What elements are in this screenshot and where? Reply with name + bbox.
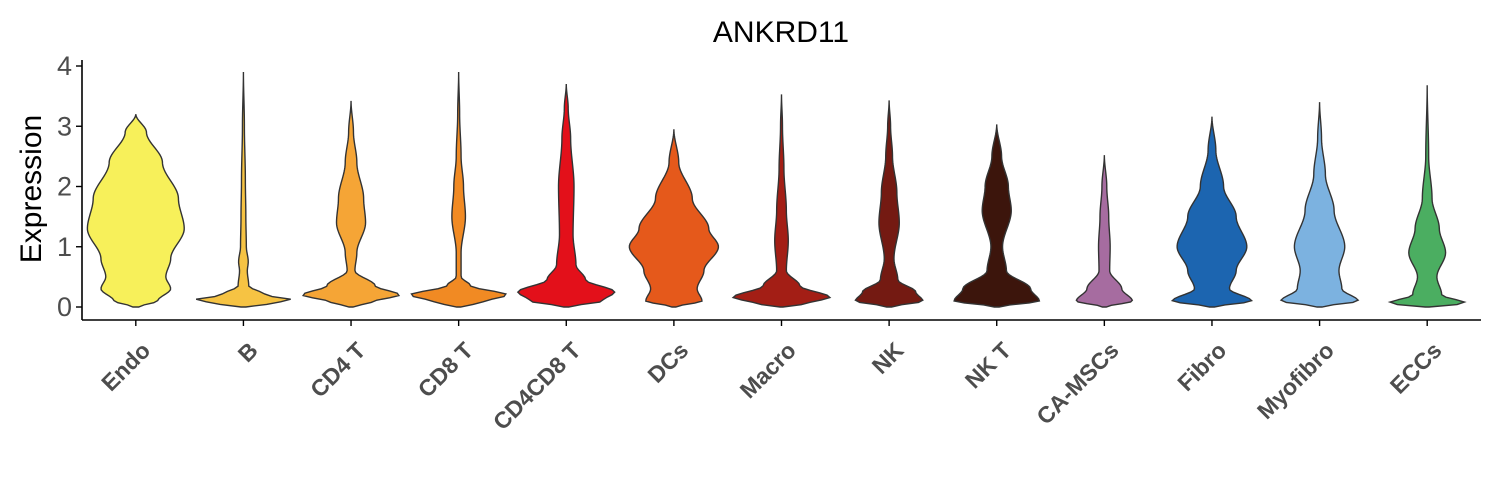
y-ticks: 0 1 2 3 4 — [57, 51, 82, 322]
x-tick-label-macro: Macro — [735, 337, 801, 403]
violin-fibro — [1170, 116, 1254, 308]
x-tick-label-b: B — [233, 337, 263, 367]
y-tick-label-4: 4 — [57, 51, 72, 81]
violin-ca-mscs — [1075, 155, 1134, 308]
violin-b — [195, 72, 291, 308]
x-tick-label-dcs: DCs — [642, 337, 693, 388]
y-tick-label-0: 0 — [57, 292, 72, 322]
violin-myofibro — [1279, 102, 1360, 308]
y-axis-label: Expression — [15, 115, 48, 263]
x-tick-label-cd4-t: CD4 T — [305, 337, 370, 402]
violin-nk-t — [953, 124, 1041, 308]
violin-nk — [854, 100, 924, 308]
chart-title: ANKRD11 — [713, 16, 849, 49]
y-tick-label-1: 1 — [57, 232, 72, 262]
x-tick-label-fibro: Fibro — [1172, 337, 1231, 396]
violin-eccs — [1387, 85, 1467, 308]
x-tick-label-nk-t: NK T — [960, 337, 1016, 393]
x-tick-label-nk: NK — [867, 337, 909, 379]
violin-cd4-t — [301, 100, 401, 308]
violin-endo — [86, 114, 185, 308]
violin-cd8-t — [410, 72, 508, 308]
x-ticks: Endo B CD4 T CD8 T CD4CD8 T DCs Macro NK NK T CA-… — [96, 320, 1447, 435]
x-tick-label-ca-mscs: CA-MSCs — [1031, 337, 1123, 429]
y-tick-label-3: 3 — [57, 111, 72, 141]
x-tick-label-cd8-t: CD8 T — [413, 337, 478, 402]
violin-macro — [731, 94, 832, 308]
violin-group — [86, 72, 1467, 308]
violin-cd4cd8-t — [516, 84, 616, 308]
x-tick-label-endo: Endo — [96, 337, 155, 396]
x-tick-label-eccs: ECCs — [1385, 337, 1447, 399]
x-tick-label-cd4cd8-t: CD4CD8 T — [488, 337, 586, 435]
violin-dcs — [628, 129, 720, 308]
x-tick-label-myofibro: Myofibro — [1252, 337, 1339, 424]
y-tick-label-2: 2 — [57, 172, 72, 202]
